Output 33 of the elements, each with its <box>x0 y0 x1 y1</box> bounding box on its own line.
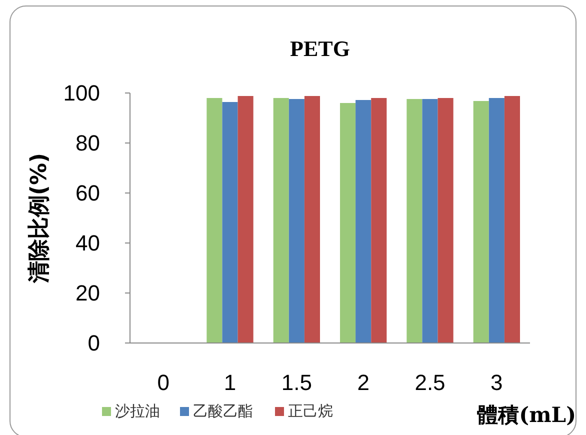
legend-label: 乙酸乙酯 <box>193 402 253 420</box>
bar <box>206 98 222 343</box>
bar <box>222 102 238 343</box>
bar <box>406 99 422 343</box>
y-tick-label: 60 <box>76 180 100 206</box>
x-axis-title: 體積(mL) <box>477 402 576 427</box>
bar <box>488 98 504 343</box>
bar <box>340 103 356 343</box>
bar <box>473 101 489 343</box>
x-tick-label: 2.5 <box>414 370 446 395</box>
bar <box>288 99 304 343</box>
bar <box>238 96 254 343</box>
x-tick-label: 0 <box>157 370 170 395</box>
bar <box>371 98 387 343</box>
bar <box>438 98 454 343</box>
chart-title: PETG <box>290 36 350 61</box>
y-tick-label: 0 <box>88 330 100 356</box>
bar <box>304 96 320 343</box>
x-tick-label: 1.5 <box>281 370 312 395</box>
x-tick-label: 1 <box>224 370 236 395</box>
bar <box>356 100 372 343</box>
y-tick-label: 100 <box>63 80 100 106</box>
y-tick-label: 80 <box>76 130 100 156</box>
y-tick-label: 40 <box>76 230 100 256</box>
bar <box>422 99 438 343</box>
x-tick-label: 3 <box>490 370 503 395</box>
y-axis-title: 清除比例(%) <box>27 152 52 284</box>
bar <box>273 98 289 343</box>
bar <box>504 96 520 343</box>
legend-label: 正己烷 <box>288 402 333 420</box>
y-tick-label: 20 <box>76 280 100 306</box>
x-tick-label: 2 <box>357 370 370 395</box>
legend-label: 沙拉油 <box>115 402 160 420</box>
